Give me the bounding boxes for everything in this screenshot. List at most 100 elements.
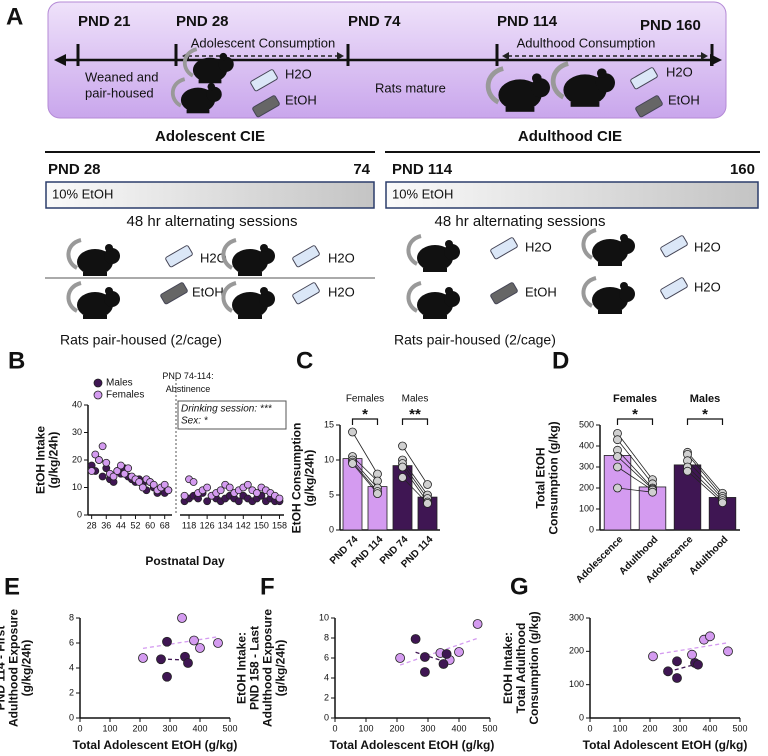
rat-head [218, 56, 234, 72]
rat-body [417, 292, 453, 318]
data-point [87, 467, 96, 475]
bottle-icon [630, 67, 658, 90]
rat-body [498, 79, 542, 111]
data-point [162, 636, 172, 647]
x-tick-label: 300 [420, 723, 435, 733]
data-point [648, 487, 657, 497]
significance: * [702, 406, 708, 423]
rat-head [444, 244, 460, 260]
y-axis-label: Adulthood Exposure [7, 609, 21, 727]
pair-line [687, 470, 723, 503]
y-axis-label: Consumption (g/kg) [547, 421, 561, 534]
y-axis-label: PND 114 - First [0, 626, 8, 711]
y-tick-label: 0 [329, 524, 334, 534]
data-point [149, 480, 158, 489]
note: Weaned and [85, 69, 159, 84]
bottle-icon [660, 235, 688, 258]
x-axis-label: Postnatal Day [145, 554, 225, 568]
y-axis-label: EtOH Intake [34, 426, 48, 494]
rat-tail [170, 77, 186, 108]
y-tick-label: 400 [579, 440, 594, 450]
rat-body [232, 292, 268, 318]
data-point [162, 671, 172, 682]
rat-tail [581, 228, 597, 260]
x-tick-label: 400 [192, 723, 207, 733]
data-point [663, 666, 673, 677]
data-point [203, 483, 212, 492]
rat-tail [66, 238, 82, 270]
panel-letter: B [8, 347, 25, 374]
data-point [613, 483, 622, 493]
rat-icon [406, 234, 460, 272]
bottle-label: EtOH [192, 284, 224, 299]
y-tick-label: 0 [579, 712, 584, 722]
bottle-icon [635, 95, 663, 118]
panel-letter: C [296, 347, 313, 374]
data-point [234, 497, 243, 506]
trend-line [667, 662, 699, 673]
y-tick-label: 0 [77, 509, 82, 519]
bottle-label: H2O [525, 239, 552, 254]
rat-ear [445, 240, 453, 248]
x-tick-label: 36 [101, 520, 111, 530]
rat-ear [219, 52, 228, 61]
pair-line [617, 433, 653, 480]
legend-marker [93, 390, 103, 400]
x-tick-label: 44 [116, 520, 126, 530]
data-point [613, 435, 622, 445]
data-point [687, 649, 697, 660]
x-tick-label: 100 [102, 723, 117, 733]
pair-line [687, 452, 723, 494]
significance: * [632, 406, 638, 423]
y-tick-label: 8 [69, 612, 74, 622]
x-tick-label: 400 [702, 723, 717, 733]
rat-head [530, 78, 550, 98]
y-axis-label: Total EtOH [534, 447, 548, 508]
cie-start: PND 114 [392, 161, 453, 178]
y-tick-label: 0 [69, 712, 74, 722]
x-tick-label: 100 [612, 723, 627, 733]
pair-line [617, 466, 653, 491]
rat-body [180, 87, 216, 113]
data-point [95, 456, 103, 464]
y-axis-label: (g/kg/24h) [274, 640, 288, 697]
rat-feet [83, 315, 107, 319]
rat-feet [198, 79, 222, 84]
rat-head [104, 248, 120, 264]
bottle-icon [490, 237, 518, 260]
rat-feet [598, 262, 622, 266]
note: Rats mature [375, 80, 446, 95]
cie-start: PND 28 [48, 161, 101, 178]
rat-head [444, 291, 460, 307]
bottle-icon [490, 282, 518, 305]
data-point [98, 472, 107, 481]
rat-body [232, 249, 268, 275]
rat-body [77, 249, 113, 275]
rat-ear [532, 73, 542, 83]
rat-feet [423, 315, 447, 319]
y-axis-label: PND 158 - Last [248, 626, 262, 710]
rat-body [592, 239, 628, 265]
data-point [454, 647, 464, 657]
data-point [275, 494, 284, 503]
rat-head [595, 73, 615, 93]
timepoint: PND 28 [176, 13, 229, 30]
data-point [109, 472, 118, 481]
rat-tail [182, 47, 198, 78]
y-axis-label: EtOH Intake: [501, 632, 515, 704]
rat-ear [207, 82, 216, 91]
rat-feet [186, 109, 210, 114]
data-point [419, 652, 430, 662]
data-point [156, 654, 166, 665]
rat-ear [105, 287, 113, 295]
y-tick-label: 8 [324, 632, 329, 642]
exposure-label: 10% EtOH [392, 186, 453, 201]
rat-icon [406, 281, 460, 319]
legend-marker [93, 378, 103, 388]
x-tick-label: 500 [482, 723, 497, 733]
panel-letter: A [6, 3, 23, 30]
rat-ear [597, 68, 607, 78]
annotation: Abstinence [166, 384, 211, 394]
data-point [138, 483, 147, 492]
y-tick-label: 100 [569, 679, 584, 689]
